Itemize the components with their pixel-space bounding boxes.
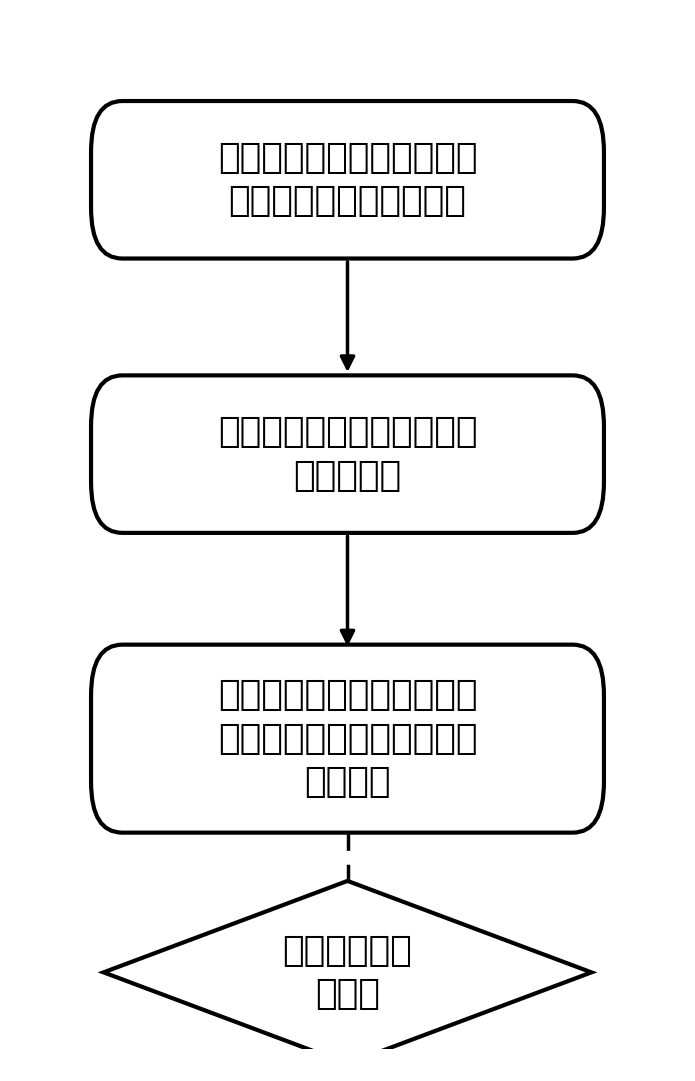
FancyBboxPatch shape [91,644,604,832]
Polygon shape [104,881,591,1064]
FancyBboxPatch shape [91,375,604,533]
Text: 采用基于高次非线性拟合方
法流程计算焊缝熔深、熔宽
和截面积: 采用基于高次非线性拟合方 法流程计算焊缝熔深、熔宽 和截面积 [218,678,477,799]
Text: 基于斜率突变与监督方法设
计了焊缝轮廓特征点识别: 基于斜率突变与监督方法设 计了焊缝轮廓特征点识别 [218,141,477,218]
FancyBboxPatch shape [91,101,604,258]
Text: 焊接质量的在
线监控: 焊接质量的在 线监控 [283,934,412,1011]
Text: 基于三次指数平滑的方法进
行故障诊断: 基于三次指数平滑的方法进 行故障诊断 [218,415,477,493]
